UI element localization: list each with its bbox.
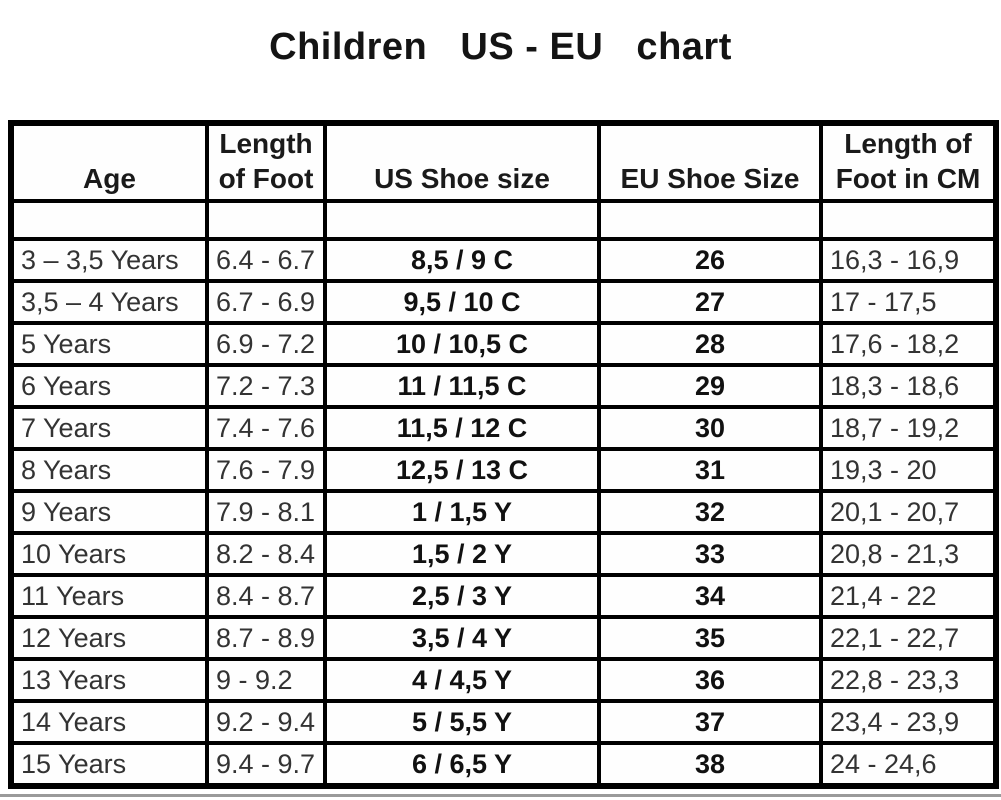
cell-foot-length: 9.4 - 9.7 <box>205 741 327 788</box>
cell-cm-length: 19,3 - 20 <box>819 447 998 493</box>
cell-foot-length: 8.2 - 8.4 <box>205 531 327 577</box>
cell-eu-size: 27 <box>597 279 823 325</box>
cell-us-size: 6 / 6,5 Y <box>323 741 601 788</box>
table-row: 15 Years 9.4 - 9.7 6 / 6,5 Y 38 24 - 24,6 <box>9 741 998 788</box>
cell-foot-length: 7.4 - 7.6 <box>205 405 327 451</box>
cell-us-size: 1 / 1,5 Y <box>323 489 601 535</box>
cell-us-size: 3,5 / 4 Y <box>323 615 601 661</box>
cell-age: 5 Years <box>9 321 209 367</box>
table-row: 11 Years 8.4 - 8.7 2,5 / 3 Y 34 21,4 - 22 <box>9 573 998 619</box>
table-row: 6 Years 7.2 - 7.3 11 / 11,5 C 29 18,3 - 18,6 <box>9 363 998 409</box>
cell-foot-length: 6.4 - 6.7 <box>205 237 327 283</box>
cell-eu-size: 28 <box>597 321 823 367</box>
cell-age: 6 Years <box>9 363 209 409</box>
cell-foot-length: 7.6 - 7.9 <box>205 447 327 493</box>
cell-us-size: 5 / 5,5 Y <box>323 699 601 745</box>
cell-eu-size: 32 <box>597 489 823 535</box>
cell-age: 3,5 – 4 Years <box>9 279 209 325</box>
cell-age: 14 Years <box>9 699 209 745</box>
cell-cm-length: 23,4 - 23,9 <box>819 699 998 745</box>
cell-us-size: 1,5 / 2 Y <box>323 531 601 577</box>
cell-age: 13 Years <box>9 657 209 703</box>
cell-us-size: 11 / 11,5 C <box>323 363 601 409</box>
table-row: 9 Years 7.9 - 8.1 1 / 1,5 Y 32 20,1 - 20,7 <box>9 489 998 535</box>
cell-foot-length: 7.2 - 7.3 <box>205 363 327 409</box>
cell-cm-length: 21,4 - 22 <box>819 573 998 619</box>
cell-cm-length: 18,7 - 19,2 <box>819 405 998 451</box>
cell-age: 3 – 3,5 Years <box>9 237 209 283</box>
cell-eu-size: 29 <box>597 363 823 409</box>
table-row: 3 – 3,5 Years 6.4 - 6.7 8,5 / 9 C 26 16,3 - … <box>9 237 998 283</box>
cell-us-size: 10 / 10,5 C <box>323 321 601 367</box>
cell-cm-length: 17 - 17,5 <box>819 279 998 325</box>
spacer-cell <box>9 199 209 241</box>
cell-eu-size: 26 <box>597 237 823 283</box>
header-row: Age Length of Foot US Shoe size EU Shoe … <box>9 121 998 203</box>
cell-us-size: 2,5 / 3 Y <box>323 573 601 619</box>
cell-cm-length: 18,3 - 18,6 <box>819 363 998 409</box>
page-title: Children US - EU chart <box>269 26 732 68</box>
table-row: 3,5 – 4 Years 6.7 - 6.9 9,5 / 10 C 27 17 - 1… <box>9 279 998 325</box>
table-body: 3 – 3,5 Years 6.4 - 6.7 8,5 / 9 C 26 16,3 - … <box>9 237 998 788</box>
cell-age: 8 Years <box>9 447 209 493</box>
spacer-cell <box>323 199 601 241</box>
page-edge-line <box>0 794 1001 797</box>
cell-us-size: 8,5 / 9 C <box>323 237 601 283</box>
cell-cm-length: 17,6 - 18,2 <box>819 321 998 367</box>
cell-foot-length: 6.9 - 7.2 <box>205 321 327 367</box>
cell-age: 10 Years <box>9 531 209 577</box>
cell-us-size: 11,5 / 12 C <box>323 405 601 451</box>
table-row: 8 Years 7.6 - 7.9 12,5 / 13 C 31 19,3 - 20 <box>9 447 998 493</box>
table-row: 13 Years 9 - 9.2 4 / 4,5 Y 36 22,8 - 23,3 <box>9 657 998 703</box>
cell-cm-length: 16,3 - 16,9 <box>819 237 998 283</box>
cell-cm-length: 20,8 - 21,3 <box>819 531 998 577</box>
cell-foot-length: 8.4 - 8.7 <box>205 573 327 619</box>
spacer-cell <box>597 199 823 241</box>
cell-foot-length: 8.7 - 8.9 <box>205 615 327 661</box>
column-header-cm-length: Length of Foot in CM <box>819 121 998 203</box>
table-row: 12 Years 8.7 - 8.9 3,5 / 4 Y 35 22,1 - 22,7 <box>9 615 998 661</box>
cell-age: 15 Years <box>9 741 209 788</box>
cell-eu-size: 31 <box>597 447 823 493</box>
cell-foot-length: 6.7 - 6.9 <box>205 279 327 325</box>
size-chart-table: Age Length of Foot US Shoe size EU Shoe … <box>8 120 999 789</box>
column-header-foot-length: Length of Foot <box>205 121 327 203</box>
cell-eu-size: 30 <box>597 405 823 451</box>
cell-eu-size: 37 <box>597 699 823 745</box>
table-row: 7 Years 7.4 - 7.6 11,5 / 12 C 30 18,7 - 19,2 <box>9 405 998 451</box>
column-header-eu-size: EU Shoe Size <box>597 121 823 203</box>
cell-cm-length: 22,8 - 23,3 <box>819 657 998 703</box>
cell-eu-size: 35 <box>597 615 823 661</box>
cell-foot-length: 7.9 - 8.1 <box>205 489 327 535</box>
cell-age: 7 Years <box>9 405 209 451</box>
spacer-row <box>9 199 998 241</box>
cell-eu-size: 36 <box>597 657 823 703</box>
spacer-cell <box>819 199 998 241</box>
table-row: 5 Years 6.9 - 7.2 10 / 10,5 C 28 17,6 - 18,2 <box>9 321 998 367</box>
column-header-us-size: US Shoe size <box>323 121 601 203</box>
cell-age: 11 Years <box>9 573 209 619</box>
cell-eu-size: 38 <box>597 741 823 788</box>
cell-us-size: 4 / 4,5 Y <box>323 657 601 703</box>
cell-eu-size: 34 <box>597 573 823 619</box>
cell-cm-length: 20,1 - 20,7 <box>819 489 998 535</box>
cell-age: 12 Years <box>9 615 209 661</box>
table-row: 14 Years 9.2 - 9.4 5 / 5,5 Y 37 23,4 - 23,9 <box>9 699 998 745</box>
table-row: 10 Years 8.2 - 8.4 1,5 / 2 Y 33 20,8 - 21,3 <box>9 531 998 577</box>
cell-us-size: 9,5 / 10 C <box>323 279 601 325</box>
cell-foot-length: 9.2 - 9.4 <box>205 699 327 745</box>
cell-eu-size: 33 <box>597 531 823 577</box>
cell-foot-length: 9 - 9.2 <box>205 657 327 703</box>
spacer-cell <box>205 199 327 241</box>
cell-us-size: 12,5 / 13 C <box>323 447 601 493</box>
column-header-age: Age <box>9 121 209 203</box>
cell-age: 9 Years <box>9 489 209 535</box>
cell-cm-length: 22,1 - 22,7 <box>819 615 998 661</box>
cell-cm-length: 24 - 24,6 <box>819 741 998 788</box>
